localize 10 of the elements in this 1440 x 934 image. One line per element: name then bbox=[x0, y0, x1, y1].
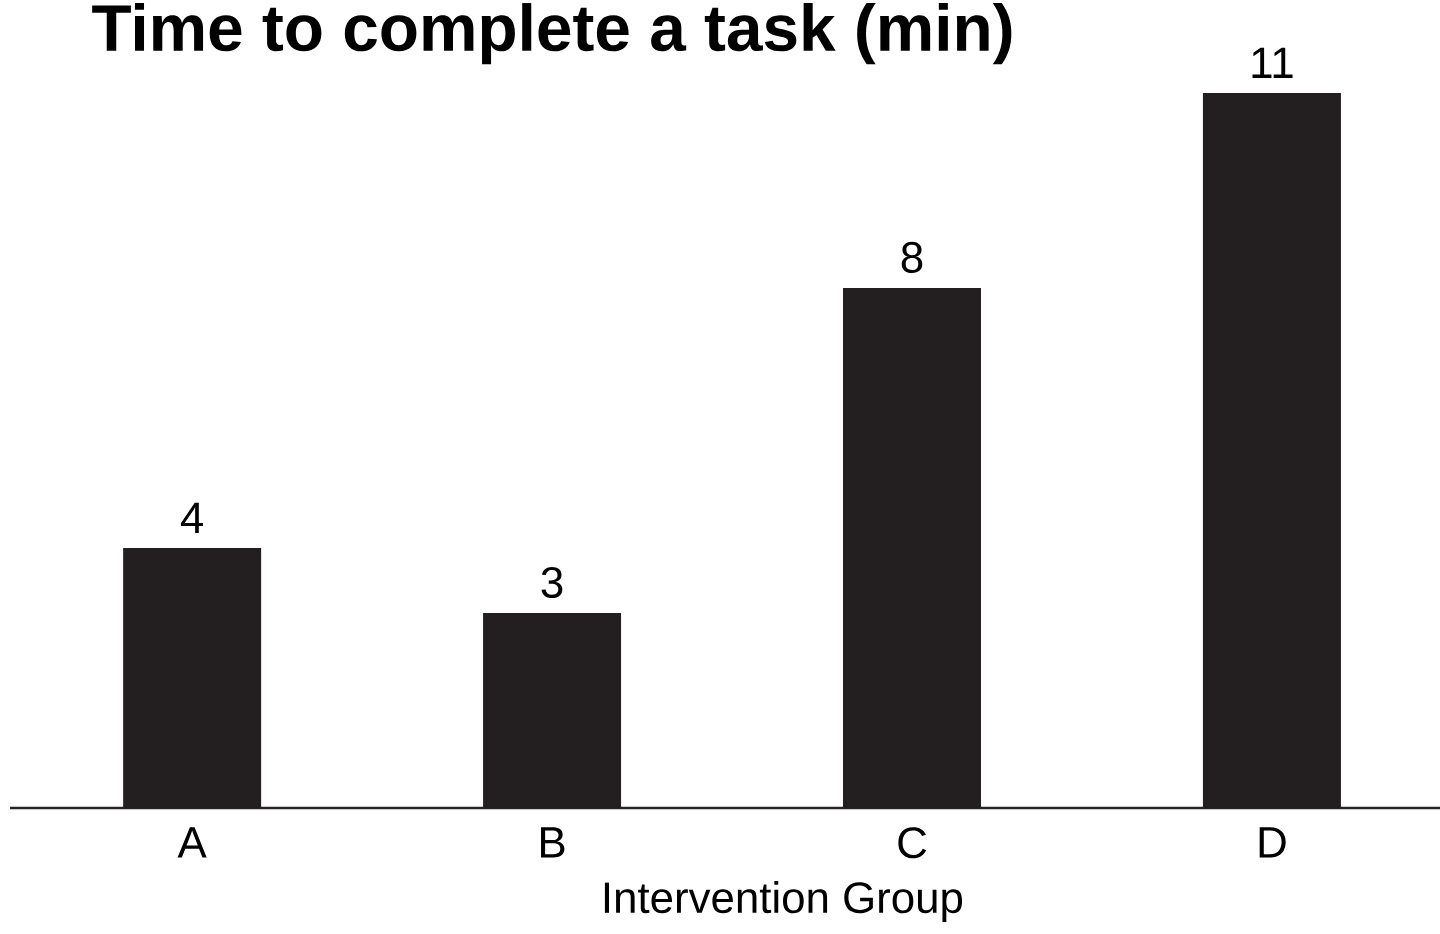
data-label: 4 bbox=[180, 502, 204, 533]
x-tick-label: A bbox=[177, 827, 207, 858]
x-axis-title: Intervention Group bbox=[604, 881, 963, 922]
x-tick-label: D bbox=[1259, 827, 1286, 858]
chart-title: Time to complete a task (min) bbox=[92, 3, 1012, 65]
x-tick-label: B bbox=[541, 827, 565, 858]
x-tick-label: C bbox=[898, 827, 927, 859]
data-label: 11 bbox=[1252, 47, 1293, 78]
data-label: 3 bbox=[541, 566, 563, 598]
data-label: 8 bbox=[901, 241, 923, 273]
